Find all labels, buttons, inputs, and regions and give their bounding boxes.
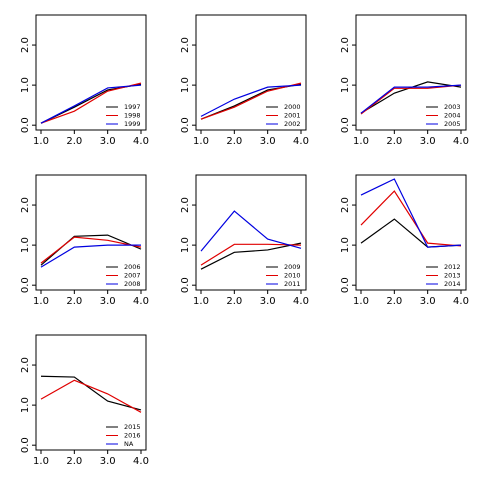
x-tick-label: 1.0 [193, 136, 209, 147]
series-line [40, 244, 141, 268]
y-tick-label: 1.0 [20, 77, 31, 93]
x-tick-label: 2.0 [386, 296, 402, 307]
x-tick-label: 3.0 [260, 136, 276, 147]
y-tick-label: 1.0 [340, 77, 351, 93]
series-line [40, 379, 142, 413]
y-tick-label: 2.0 [20, 37, 31, 53]
series-line [360, 190, 462, 247]
legend-label: 1999 [124, 120, 141, 128]
plot-frame [35, 14, 147, 131]
series-line [40, 234, 142, 266]
plot-frame [355, 174, 467, 291]
x-tick-label: 1.0 [353, 136, 369, 147]
legend-label: 2001 [284, 112, 301, 120]
y-tick-label: 0.0 [20, 277, 31, 293]
plot-frame [195, 174, 307, 291]
series-line [200, 210, 302, 252]
x-tick-label: 1.0 [193, 296, 209, 307]
x-tick-label: 2.0 [226, 296, 242, 307]
y-tick-label: 0.0 [180, 277, 191, 293]
x-tick-label: 4.0 [293, 296, 309, 307]
series-line [200, 243, 302, 266]
legend-label: 2016 [124, 432, 141, 440]
x-tick-label: 4.0 [293, 136, 309, 147]
series-line [40, 84, 142, 124]
y-tick-label: 0.0 [340, 277, 351, 293]
legend-label: 2006 [124, 263, 141, 271]
x-tick-label: 3.0 [100, 136, 116, 147]
y-tick-label: 2.0 [340, 197, 351, 213]
x-tick-label: 2.0 [66, 456, 82, 467]
legend-label: 2004 [444, 112, 461, 120]
y-tick-label: 1.0 [20, 237, 31, 253]
x-tick-label: 4.0 [133, 296, 149, 307]
x-tick-label: 1.0 [33, 456, 49, 467]
x-tick-label: 3.0 [420, 136, 436, 147]
y-tick-label: 2.0 [20, 357, 31, 373]
y-tick-label: 2.0 [20, 197, 31, 213]
plot-frame [355, 14, 467, 131]
y-tick-label: 1.0 [20, 397, 31, 413]
y-tick-label: 0.0 [340, 117, 351, 133]
y-tick-label: 0.0 [180, 117, 191, 133]
legend-label: 2009 [284, 263, 301, 271]
series-line [360, 84, 462, 114]
legend-label: 2014 [444, 280, 461, 288]
x-tick-label: 1.0 [33, 296, 49, 307]
x-tick-label: 2.0 [386, 136, 402, 147]
y-tick-label: 1.0 [180, 77, 191, 93]
plot-frame [35, 174, 147, 291]
legend-label: 2003 [444, 103, 461, 111]
y-tick-label: 1.0 [340, 237, 351, 253]
legend-label: 2011 [284, 280, 301, 288]
legend-label: 2013 [444, 272, 461, 280]
x-tick-label: 3.0 [260, 296, 276, 307]
x-tick-label: 2.0 [66, 136, 82, 147]
legend-label: 1998 [124, 112, 141, 120]
y-tick-label: 2.0 [180, 197, 191, 213]
legend-label: 2012 [444, 263, 461, 271]
x-tick-label: 3.0 [100, 296, 116, 307]
x-tick-label: 3.0 [100, 456, 116, 467]
x-tick-label: 4.0 [453, 296, 469, 307]
x-tick-label: 4.0 [133, 136, 149, 147]
series-line [200, 242, 302, 270]
legend-label: 2005 [444, 120, 461, 128]
x-tick-label: 4.0 [453, 136, 469, 147]
series-line [360, 218, 462, 248]
legend-label: 2010 [284, 272, 301, 280]
series-line [200, 82, 302, 120]
series-line [40, 236, 142, 264]
x-tick-label: 2.0 [66, 296, 82, 307]
legend-label: 1997 [124, 103, 141, 111]
legend-label: 2000 [284, 103, 301, 111]
x-tick-label: 1.0 [353, 296, 369, 307]
y-tick-label: 0.0 [20, 117, 31, 133]
x-tick-label: 1.0 [33, 136, 49, 147]
legend-label: 2015 [124, 423, 141, 431]
series-line [40, 375, 142, 411]
plot-frame [35, 334, 147, 451]
x-tick-label: 2.0 [226, 136, 242, 147]
legend-label: 2002 [284, 120, 301, 128]
x-tick-label: 4.0 [133, 456, 149, 467]
y-tick-label: 0.0 [20, 437, 31, 453]
series-line [360, 178, 462, 248]
legend-label: NA [124, 440, 134, 448]
plot-frame [195, 14, 307, 131]
y-tick-label: 1.0 [180, 237, 191, 253]
series-line [200, 84, 302, 117]
legend-label: 2007 [124, 272, 141, 280]
x-tick-label: 3.0 [420, 296, 436, 307]
legend-label: 2008 [124, 280, 141, 288]
y-tick-label: 2.0 [340, 37, 351, 53]
y-tick-label: 2.0 [180, 37, 191, 53]
